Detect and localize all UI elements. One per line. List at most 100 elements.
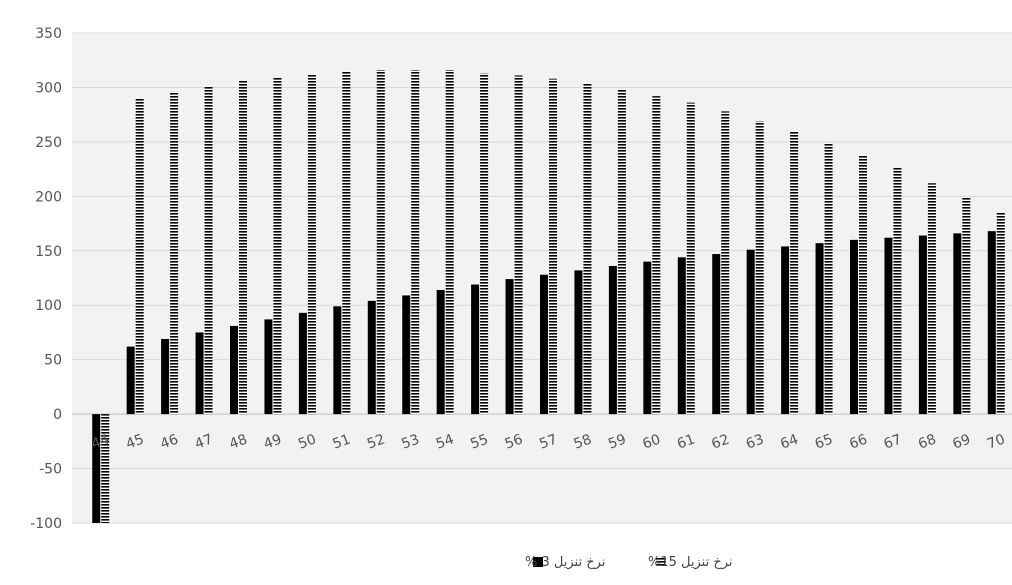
legend: نرخ تنزیل 15% نرخ تنزیل 3 % (525, 555, 733, 570)
bar-series-1 (471, 284, 480, 415)
x-tick-label: 58 (572, 431, 594, 452)
y-tick-label: 150 (35, 244, 62, 260)
x-tick-label: 52 (365, 431, 387, 452)
bar-series-2 (273, 77, 282, 415)
x-tick-label: 45 (124, 431, 146, 452)
y-tick-label: 50 (44, 353, 62, 369)
bar-series-1 (264, 319, 273, 415)
bar-series-2 (721, 111, 730, 415)
x-tick-label: 62 (709, 431, 731, 452)
bar-series-2 (893, 168, 902, 415)
bar-series-2 (927, 183, 936, 415)
bar-series-2 (686, 102, 695, 415)
bar-series-1 (230, 325, 238, 415)
bar-series-2 (101, 414, 110, 523)
bar-series-1 (126, 346, 135, 415)
x-tick-label: 55 (468, 431, 490, 452)
y-tick-label: 100 (35, 298, 62, 314)
bar-series-2 (514, 75, 523, 415)
x-tick-label: 49 (262, 431, 284, 452)
bar-series-1 (815, 243, 824, 415)
x-tick-label: 66 (847, 431, 869, 452)
x-tick-label: 46 (158, 431, 180, 452)
x-tick-label: 56 (503, 431, 525, 452)
bar-series-2 (376, 70, 385, 415)
x-tick-label: 69 (951, 431, 973, 452)
x-tick-label: 64 (778, 431, 800, 452)
legend-label-series-1: نرخ تنزیل 3 % (525, 555, 605, 570)
bar-series-2 (411, 70, 420, 415)
bar-series-1 (643, 261, 652, 415)
legend-label-series-2: نرخ تنزیل 15% (648, 555, 733, 570)
bar-series-1 (367, 300, 376, 415)
x-tick-label: 53 (399, 431, 421, 452)
bar-series-1 (884, 237, 893, 415)
y-tick-label: -50 (39, 462, 62, 478)
y-tick-label: -100 (30, 516, 62, 532)
bar-series-2 (135, 98, 144, 415)
bars (92, 70, 1005, 523)
bar-series-2 (480, 73, 489, 415)
bar-series-1 (746, 249, 755, 415)
bar-series-1 (712, 254, 721, 415)
bar-series-1 (298, 312, 307, 415)
bar-series-1 (540, 274, 548, 415)
bar-series-2 (342, 71, 351, 415)
bar-series-2 (824, 142, 833, 415)
x-tick-label: 48 (227, 431, 249, 452)
x-tick-label: 59 (606, 431, 628, 452)
y-tick-label: 350 (35, 26, 62, 42)
bar-series-2 (170, 91, 179, 415)
bar-series-1 (195, 332, 204, 415)
y-tick-label: 0 (53, 407, 62, 423)
bar-series-2 (996, 212, 1005, 415)
bar-series-2 (583, 83, 592, 415)
bar-series-2 (445, 70, 454, 415)
x-tick-label: 61 (675, 431, 697, 452)
bar-series-2 (549, 78, 557, 415)
y-tick-label: 300 (35, 80, 62, 96)
x-tick-label: 68 (916, 431, 938, 452)
bar-series-1 (677, 257, 686, 415)
x-tick-label: 60 (641, 431, 663, 452)
bar-series-2 (239, 80, 247, 415)
bar-series-2 (204, 86, 213, 415)
x-tick-label: 70 (985, 431, 1007, 452)
x-tick-label: 47 (193, 431, 215, 452)
x-tick-label: 50 (296, 431, 318, 452)
bar-series-1 (608, 266, 617, 415)
bar-series-2 (790, 131, 799, 415)
bar-series-2 (962, 197, 971, 415)
bar-series-2 (617, 89, 626, 415)
bar-series-2 (307, 74, 316, 415)
x-tick-label: 67 (882, 431, 904, 452)
y-tick-label: 250 (35, 135, 62, 151)
bar-series-1 (953, 233, 962, 415)
y-tick-label: 200 (35, 189, 62, 205)
bar-series-2 (755, 121, 764, 415)
bar-series-1 (918, 235, 927, 415)
bar-series-1 (850, 239, 858, 415)
x-tick-label: 51 (331, 431, 353, 452)
bar-series-1 (92, 414, 101, 523)
bar-series-1 (161, 338, 170, 415)
x-tick-label: 54 (434, 431, 456, 452)
x-tick-label: 65 (813, 431, 835, 452)
bar-series-1 (402, 295, 411, 415)
y-axis-ticks: 350 300 250 200 150 100 50 0 -50 -100 (30, 26, 62, 532)
x-axis-ticks: 44 45 46 47 48 49 50 51 52 53 54 55 56 57 58 59 60 61 62 63… (89, 431, 1007, 452)
bar-series-1 (436, 289, 445, 415)
bar-series-1 (505, 279, 514, 415)
legend-swatch-series-2 (656, 557, 666, 567)
bar-series-1 (574, 270, 583, 415)
bar-series-1 (333, 306, 342, 415)
bar-series-2 (652, 96, 661, 415)
bar-series-1 (987, 231, 996, 415)
bar-series-2 (859, 154, 867, 415)
legend-swatch-series-1 (533, 557, 543, 567)
bar-series-1 (781, 246, 790, 415)
x-tick-label: 44 (89, 431, 111, 452)
x-tick-label: 63 (744, 431, 766, 452)
